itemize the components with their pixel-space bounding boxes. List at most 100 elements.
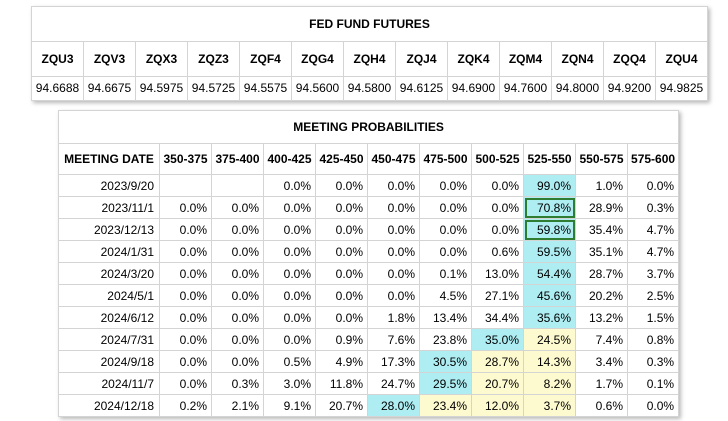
futures-code-zqq4: ZQQ4	[603, 41, 656, 77]
meeting-date: 2024/1/31	[58, 240, 160, 263]
probability-cell: 23.4%	[419, 394, 472, 417]
probability-cell: 3.7%	[626, 262, 680, 285]
probability-cell: 0.0%	[315, 240, 368, 263]
probability-cell: 0.0%	[367, 240, 420, 263]
rate-range-header: 450-475	[367, 143, 420, 175]
probability-cell: 0.0%	[626, 394, 680, 417]
rate-range-header: 425-450	[315, 143, 368, 175]
probability-cell: 13.2%	[575, 306, 628, 329]
probabilities-header-row: MEETING DATE 350-375 375-400 400-425 425-450…	[58, 143, 680, 175]
probability-cell: 0.0%	[263, 262, 316, 285]
probability-cell: 0.0%	[211, 350, 264, 373]
probability-cell: 0.5%	[263, 350, 316, 373]
futures-price-zqh4: 94.5800	[343, 75, 396, 102]
futures-code-zqj4: ZQJ4	[395, 41, 448, 77]
probability-cell: 3.7%	[523, 394, 576, 417]
meeting-date: 2024/3/20	[58, 262, 160, 285]
meeting-date: 2023/12/13	[58, 218, 160, 241]
probability-cell: 0.0%	[263, 306, 316, 329]
probability-cell: 0.0%	[211, 240, 264, 263]
meeting-date: 2024/11/7	[58, 372, 160, 395]
probability-cell: 35.4%	[575, 218, 628, 241]
rate-range-header: 525-550	[523, 143, 576, 175]
meeting-date: 2024/6/12	[58, 306, 160, 329]
table-row: 2023/12/13 0.0% 0.0% 0.0% 0.0% 0.0% 0.0% 0.0% 59…	[58, 218, 680, 241]
futures-price-zqf4: 94.5575	[239, 75, 292, 102]
futures-code-zqu3: ZQU3	[31, 41, 84, 77]
probability-cell: 0.0%	[315, 262, 368, 285]
probability-cell: 0.1%	[626, 372, 680, 395]
probability-cell: 0.0%	[263, 240, 316, 263]
probability-cell: 2.5%	[626, 284, 680, 307]
meeting-date: 2024/7/31	[58, 328, 160, 351]
probability-cell: 9.1%	[263, 394, 316, 417]
futures-prices-row: 94.6688 94.6675 94.5975 94.5725 94.5575 94.56…	[31, 75, 708, 102]
probability-cell: 0.1%	[419, 262, 472, 285]
probability-cell: 0.0%	[626, 174, 680, 197]
probability-cell: 0.0%	[159, 306, 212, 329]
probability-cell: 0.0%	[419, 218, 472, 241]
probability-cell: 0.0%	[159, 328, 212, 351]
probability-cell: 0.0%	[367, 196, 420, 219]
table-row: 2024/11/7 0.0% 0.3% 3.0% 11.8% 24.7% 29.5% 20.7…	[58, 372, 680, 395]
probability-cell: 0.0%	[315, 196, 368, 219]
futures-price-zqu4: 94.9825	[655, 75, 708, 102]
probability-cell: 0.0%	[471, 174, 524, 197]
probability-cell: 0.0%	[315, 174, 368, 197]
probability-cell: 13.4%	[419, 306, 472, 329]
probability-cell: 0.0%	[211, 306, 264, 329]
probability-cell: 0.0%	[263, 328, 316, 351]
probability-cell: 59.5%	[523, 240, 576, 263]
probability-cell: 0.0%	[211, 328, 264, 351]
futures-code-zqk4: ZQK4	[447, 41, 500, 77]
rate-range-header: 350-375	[159, 143, 212, 175]
probability-cell: 0.0%	[471, 196, 524, 219]
rate-range-header: 375-400	[211, 143, 264, 175]
futures-price-zqj4: 94.6125	[395, 75, 448, 102]
table-row: 2024/5/1 0.0% 0.0% 0.0% 0.0% 0.0% 4.5% 27.1% 45.…	[58, 284, 680, 307]
probability-cell: 0.0%	[263, 284, 316, 307]
probability-cell: 1.8%	[367, 306, 420, 329]
probability-cell: 30.5%	[419, 350, 472, 373]
probability-cell	[211, 174, 264, 197]
probability-cell: 0.0%	[419, 196, 472, 219]
probability-cell: 24.5%	[523, 328, 576, 351]
futures-code-zqh4: ZQH4	[343, 41, 396, 77]
probability-cell: 0.0%	[419, 174, 472, 197]
probability-cell: 20.7%	[315, 394, 368, 417]
rate-range-header: 500-525	[471, 143, 524, 175]
probability-cell: 0.0%	[263, 174, 316, 197]
probability-cell: 2.1%	[211, 394, 264, 417]
probability-cell: 11.8%	[315, 372, 368, 395]
probability-cell: 0.0%	[159, 262, 212, 285]
futures-price-zqu3: 94.6688	[31, 75, 84, 102]
probability-cell: 0.0%	[211, 196, 264, 219]
probability-cell: 13.0%	[471, 262, 524, 285]
probability-cell: 35.0%	[471, 328, 524, 351]
futures-price-zqm4: 94.7600	[499, 75, 552, 102]
probability-cell: 0.3%	[211, 372, 264, 395]
rate-range-header: 400-425	[263, 143, 316, 175]
probability-cell: 0.0%	[315, 218, 368, 241]
probability-cell: 28.7%	[575, 262, 628, 285]
probability-cell: 3.4%	[575, 350, 628, 373]
futures-code-zqf4: ZQF4	[239, 41, 292, 77]
futures-code-zqu4: ZQU4	[655, 41, 708, 77]
probability-cell: 0.0%	[471, 218, 524, 241]
probability-cell: 45.6%	[523, 284, 576, 307]
futures-price-zqx3: 94.5975	[135, 75, 188, 102]
probability-cell: 0.8%	[626, 328, 680, 351]
probability-cell: 0.3%	[626, 350, 680, 373]
table-row: 2023/11/1 0.0% 0.0% 0.0% 0.0% 0.0% 0.0% 0.0% 70.…	[58, 196, 680, 219]
probability-cell: 0.6%	[575, 394, 628, 417]
probability-cell: 0.0%	[159, 372, 212, 395]
probability-cell: 4.7%	[626, 240, 680, 263]
probability-cell: 35.6%	[523, 306, 576, 329]
probability-cell: 1.0%	[575, 174, 628, 197]
table-row: 2024/7/31 0.0% 0.0% 0.0% 0.9% 7.6% 23.8% 35.0% 2…	[58, 328, 680, 351]
futures-price-zqn4: 94.8000	[551, 75, 604, 102]
probabilities-title: MEETING PROBABILITIES	[57, 110, 680, 144]
probability-cell: 1.5%	[626, 306, 680, 329]
futures-title: FED FUND FUTURES	[31, 5, 708, 43]
probability-cell: 4.5%	[419, 284, 472, 307]
